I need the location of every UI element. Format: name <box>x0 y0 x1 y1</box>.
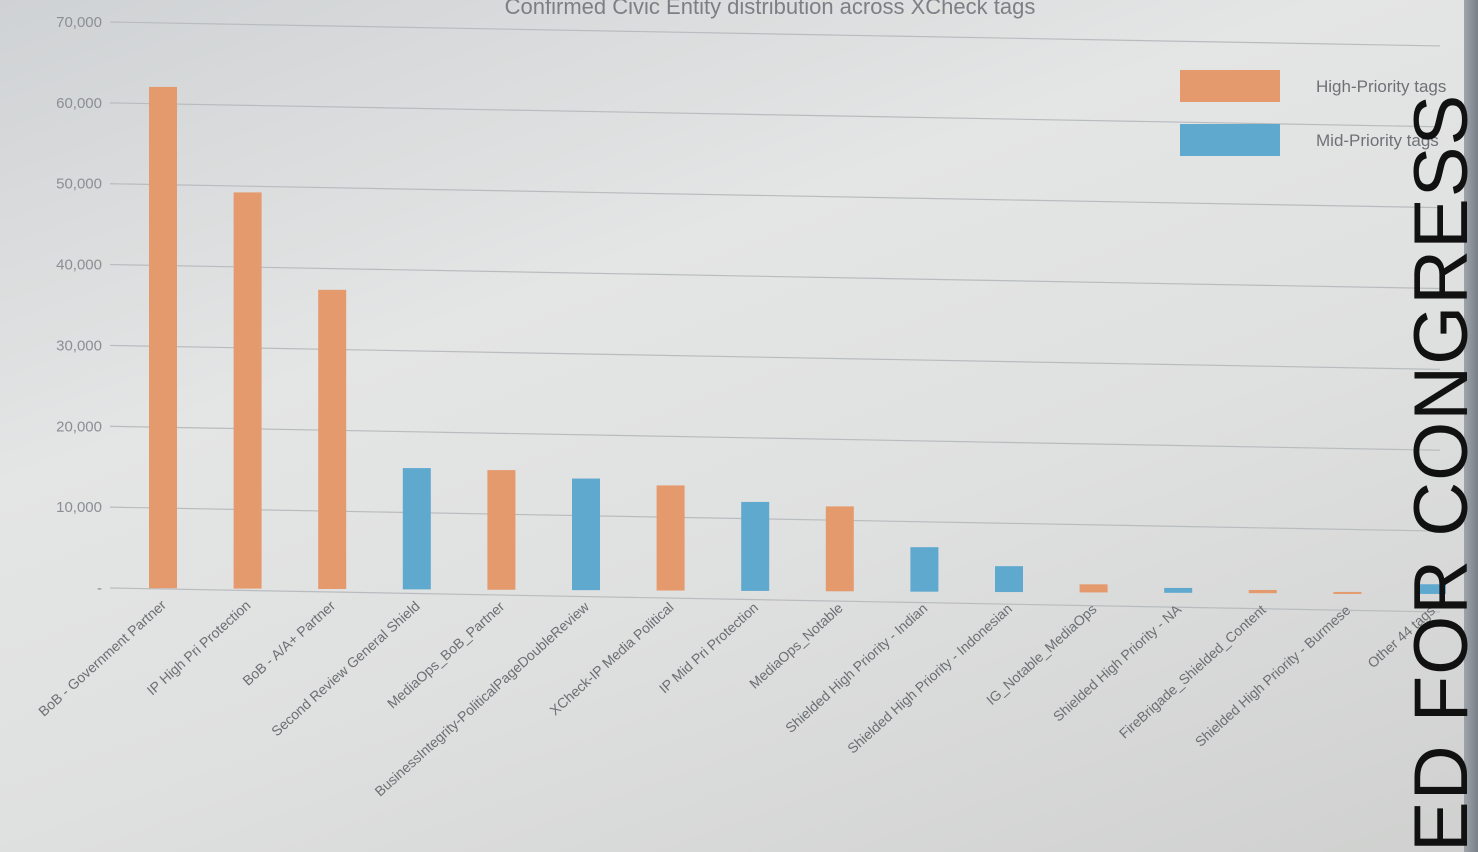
y-tick-label: 10,000 <box>56 499 102 516</box>
x-tick-label: Shielded High Priority - Burmese <box>1192 602 1354 750</box>
x-tick-label: BoB - A/A+ Partner <box>239 597 338 689</box>
legend-swatch <box>1180 124 1280 156</box>
bar <box>318 289 347 589</box>
gridline <box>109 344 1441 370</box>
y-tick-label: - <box>97 580 102 597</box>
bar <box>656 485 685 591</box>
bar <box>825 506 854 592</box>
gridline <box>109 587 1441 613</box>
bar <box>1418 584 1446 594</box>
y-tick-label: 50,000 <box>56 176 102 193</box>
y-tick-label: 70,000 <box>56 14 102 31</box>
gridline <box>109 263 1441 290</box>
bar <box>1333 591 1362 594</box>
gridline <box>109 21 1441 47</box>
y-tick-label: 20,000 <box>56 418 102 435</box>
bar <box>149 86 177 589</box>
bar <box>741 501 770 591</box>
gridline <box>109 102 1441 128</box>
y-tick-label: 60,000 <box>56 95 102 112</box>
legend-label: Mid-Priority tags <box>1316 131 1439 150</box>
x-tick-label: Second Review General Shield <box>268 598 423 740</box>
bar <box>1164 587 1193 593</box>
x-tick-label: Shielded High Priority - Indian <box>782 600 930 736</box>
x-tick-label: FireBrigade_Shielded_Content <box>1116 601 1269 741</box>
bar <box>995 566 1023 593</box>
bar <box>487 470 516 590</box>
x-tick-label: Shielded High Priority - Indonesian <box>844 600 1015 756</box>
bar <box>233 192 262 589</box>
gridline <box>109 425 1441 451</box>
bar <box>572 478 600 591</box>
gridline <box>109 506 1441 532</box>
bar <box>1079 584 1108 593</box>
legend-swatch <box>1180 70 1280 102</box>
chart-title: Confirmed Civic Entity distribution acro… <box>505 0 1036 19</box>
y-tick-label: 30,000 <box>56 337 102 354</box>
x-tick-label: MediaOps_Notable <box>746 599 846 691</box>
watermark-stamp: ED FOR CONGRESS <box>1399 93 1478 852</box>
gridline <box>109 183 1441 209</box>
x-tick-label: BoB - Government Partner <box>35 596 169 719</box>
y-tick-label: 40,000 <box>56 257 102 274</box>
legend-label: High-Priority tags <box>1316 77 1446 96</box>
bar <box>910 547 939 592</box>
bar <box>402 468 431 590</box>
monitor-bezel <box>1464 0 1478 852</box>
bar <box>1248 589 1277 594</box>
